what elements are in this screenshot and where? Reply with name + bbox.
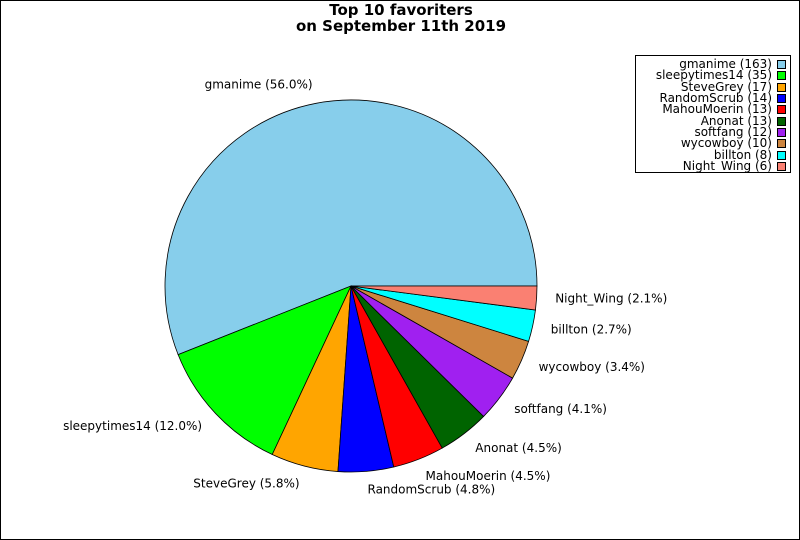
- slice-label-randomscrub: RandomScrub (4.8%): [368, 482, 496, 496]
- legend-swatch: [777, 60, 786, 70]
- legend-swatch: [777, 82, 786, 92]
- legend-label: wycowboy (10): [680, 136, 772, 151]
- legend-label: sleepytimes14 (35): [655, 68, 772, 83]
- chart-legend: gmanime (163) sleepytimes14 (35) SteveGrey…: [635, 55, 791, 173]
- slice-label-softfang: softfang (4.1%): [514, 402, 607, 416]
- legend-item-anonat: Anonat (13): [636, 113, 786, 128]
- legend-label: gmanime (163): [679, 57, 772, 72]
- legend-swatch: [777, 94, 786, 104]
- legend-item-night_wing: Night_Wing (6): [636, 158, 786, 173]
- legend-swatch: [777, 116, 786, 126]
- legend-swatch: [777, 105, 786, 115]
- legend-label: MahouMoerin (13): [662, 102, 772, 117]
- slice-label-anonat: Anonat (4.5%): [475, 441, 561, 455]
- slice-label-mahoumoerin: MahouMoerin (4.5%): [426, 469, 551, 483]
- legend-swatch: [777, 150, 786, 160]
- legend-label: SteveGrey (17): [680, 79, 772, 94]
- pie-slice-night_wing: [350, 285, 538, 311]
- slice-label-stevegrey: SteveGrey (5.8%): [193, 477, 299, 491]
- legend-item-softfang: softfang (12): [636, 124, 786, 139]
- legend-label: Anonat (13): [700, 113, 772, 128]
- legend-swatch: [777, 127, 786, 137]
- legend-item-billton: billton (8): [636, 147, 786, 162]
- legend-swatch: [777, 139, 786, 149]
- slice-label-wycowboy: wycowboy (3.4%): [539, 360, 645, 374]
- slice-label-sleepytimes14: sleepytimes14 (12.0%): [63, 419, 202, 433]
- legend-label: billton (8): [713, 147, 772, 162]
- legend-label: Night_Wing (6): [682, 158, 772, 173]
- legend-item-gmanime: gmanime (163): [636, 57, 786, 72]
- legend-item-mahoumoerin: MahouMoerin (13): [636, 102, 786, 117]
- legend-label: softfang (12): [694, 124, 772, 139]
- legend-swatch: [777, 71, 786, 81]
- legend-item-randomscrub: RandomScrub (14): [636, 91, 786, 106]
- legend-item-wycowboy: wycowboy (10): [636, 136, 786, 151]
- legend-swatch: [777, 161, 786, 171]
- chart-title: Top 10 favoriters on September 11th 2019: [1, 1, 799, 35]
- legend-item-sleepytimes14: sleepytimes14 (35): [636, 68, 786, 83]
- slice-label-billton: billton (2.7%): [551, 322, 632, 336]
- chart-title-line-1: Top 10 favoriters: [329, 1, 473, 19]
- slice-label-gmanime: gmanime (56.0%): [205, 78, 313, 92]
- chart-title-line-2: on September 11th 2019: [295, 17, 507, 35]
- slice-label-night_wing: Night_Wing (2.1%): [555, 292, 667, 306]
- legend-label: RandomScrub (14): [659, 91, 773, 106]
- pie-slice-gmanime: [164, 99, 538, 356]
- legend-item-stevegrey: SteveGrey (17): [636, 79, 786, 94]
- pie-slice-sleepytimes14: [177, 285, 352, 456]
